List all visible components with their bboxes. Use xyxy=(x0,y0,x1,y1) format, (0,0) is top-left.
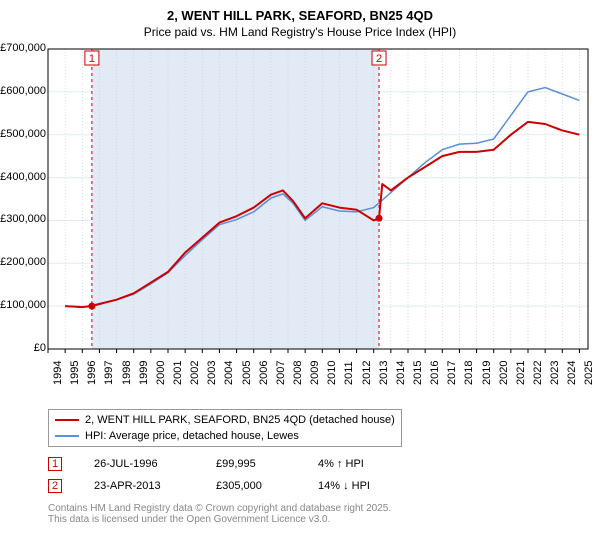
x-tick-label: 2012 xyxy=(361,361,373,385)
x-tick-label: 2020 xyxy=(498,361,510,385)
x-tick-label: 2011 xyxy=(343,361,355,385)
svg-text:1: 1 xyxy=(89,53,95,65)
x-tick-label: 2013 xyxy=(378,361,390,385)
footer-line: This data is licensed under the Open Gov… xyxy=(48,514,592,525)
x-tick-label: 2015 xyxy=(412,361,424,385)
data-row: 1 26-JUL-1996 £99,995 4% ↑ HPI xyxy=(48,453,592,475)
x-tick-label: 2008 xyxy=(292,361,304,385)
x-tick-label: 1996 xyxy=(86,361,98,385)
x-tick-label: 2010 xyxy=(326,361,338,385)
legend-row: 2, WENT HILL PARK, SEAFORD, BN25 4QD (de… xyxy=(55,412,395,428)
x-tick-label: 2019 xyxy=(481,361,493,385)
data-row-date: 26-JUL-1996 xyxy=(94,458,184,470)
data-row-diff: 14% ↓ HPI xyxy=(318,480,408,492)
y-tick-label: £0 xyxy=(0,342,46,354)
data-row-date: 23-APR-2013 xyxy=(94,480,184,492)
footer-attribution: Contains HM Land Registry data © Crown c… xyxy=(48,503,592,525)
legend-swatch xyxy=(55,419,79,421)
x-tick-label: 1994 xyxy=(52,361,64,385)
x-tick-label: 2005 xyxy=(241,361,253,385)
y-tick-label: £300,000 xyxy=(0,213,46,225)
chart-svg: 12 xyxy=(8,45,592,405)
y-tick-label: £700,000 xyxy=(0,42,46,54)
x-tick-label: 2025 xyxy=(583,361,595,385)
x-tick-label: 2000 xyxy=(155,361,167,385)
x-tick-label: 2014 xyxy=(395,361,407,385)
x-tick-label: 1999 xyxy=(138,361,150,385)
y-tick-label: £600,000 xyxy=(0,85,46,97)
legend-row: HPI: Average price, detached house, Lewe… xyxy=(55,428,395,444)
data-row-price: £305,000 xyxy=(216,480,286,492)
x-tick-label: 2001 xyxy=(172,361,184,385)
chart-plot-area: 12 £0£100,000£200,000£300,000£400,000£50… xyxy=(8,45,592,405)
x-tick-label: 1995 xyxy=(69,361,81,385)
legend-swatch xyxy=(55,435,79,437)
x-tick-label: 2007 xyxy=(275,361,287,385)
y-tick-label: £100,000 xyxy=(0,299,46,311)
svg-text:2: 2 xyxy=(376,53,382,65)
x-tick-label: 2021 xyxy=(515,361,527,385)
x-tick-label: 2009 xyxy=(309,361,321,385)
legend-label: 2, WENT HILL PARK, SEAFORD, BN25 4QD (de… xyxy=(85,414,395,426)
x-tick-label: 1997 xyxy=(103,361,115,385)
x-tick-label: 2002 xyxy=(189,361,201,385)
x-tick-label: 2003 xyxy=(206,361,218,385)
x-tick-label: 2006 xyxy=(258,361,270,385)
data-row-marker: 1 xyxy=(48,457,62,471)
chart-title: 2, WENT HILL PARK, SEAFORD, BN25 4QD xyxy=(8,8,592,23)
x-tick-label: 1998 xyxy=(121,361,133,385)
data-row-price: £99,995 xyxy=(216,458,286,470)
x-tick-label: 2016 xyxy=(429,361,441,385)
legend-label: HPI: Average price, detached house, Lewe… xyxy=(85,430,299,442)
legend-box: 2, WENT HILL PARK, SEAFORD, BN25 4QD (de… xyxy=(48,409,402,447)
data-row-diff: 4% ↑ HPI xyxy=(318,458,408,470)
footer-line: Contains HM Land Registry data © Crown c… xyxy=(48,503,592,514)
title-block: 2, WENT HILL PARK, SEAFORD, BN25 4QD Pri… xyxy=(8,8,592,39)
y-tick-label: £500,000 xyxy=(0,128,46,140)
x-tick-label: 2018 xyxy=(463,361,475,385)
data-table: 1 26-JUL-1996 £99,995 4% ↑ HPI 2 23-APR-2013 £… xyxy=(48,453,592,497)
x-tick-label: 2017 xyxy=(446,361,458,385)
y-tick-label: £200,000 xyxy=(0,256,46,268)
chart-subtitle: Price paid vs. HM Land Registry's House … xyxy=(8,25,592,39)
data-row: 2 23-APR-2013 £305,000 14% ↓ HPI xyxy=(48,475,592,497)
y-tick-label: £400,000 xyxy=(0,171,46,183)
data-row-marker: 2 xyxy=(48,479,62,493)
x-tick-label: 2004 xyxy=(223,361,235,385)
chart-container: 2, WENT HILL PARK, SEAFORD, BN25 4QD Pri… xyxy=(0,0,600,560)
x-tick-label: 2024 xyxy=(566,361,578,385)
x-tick-label: 2023 xyxy=(549,361,561,385)
x-tick-label: 2022 xyxy=(532,361,544,385)
